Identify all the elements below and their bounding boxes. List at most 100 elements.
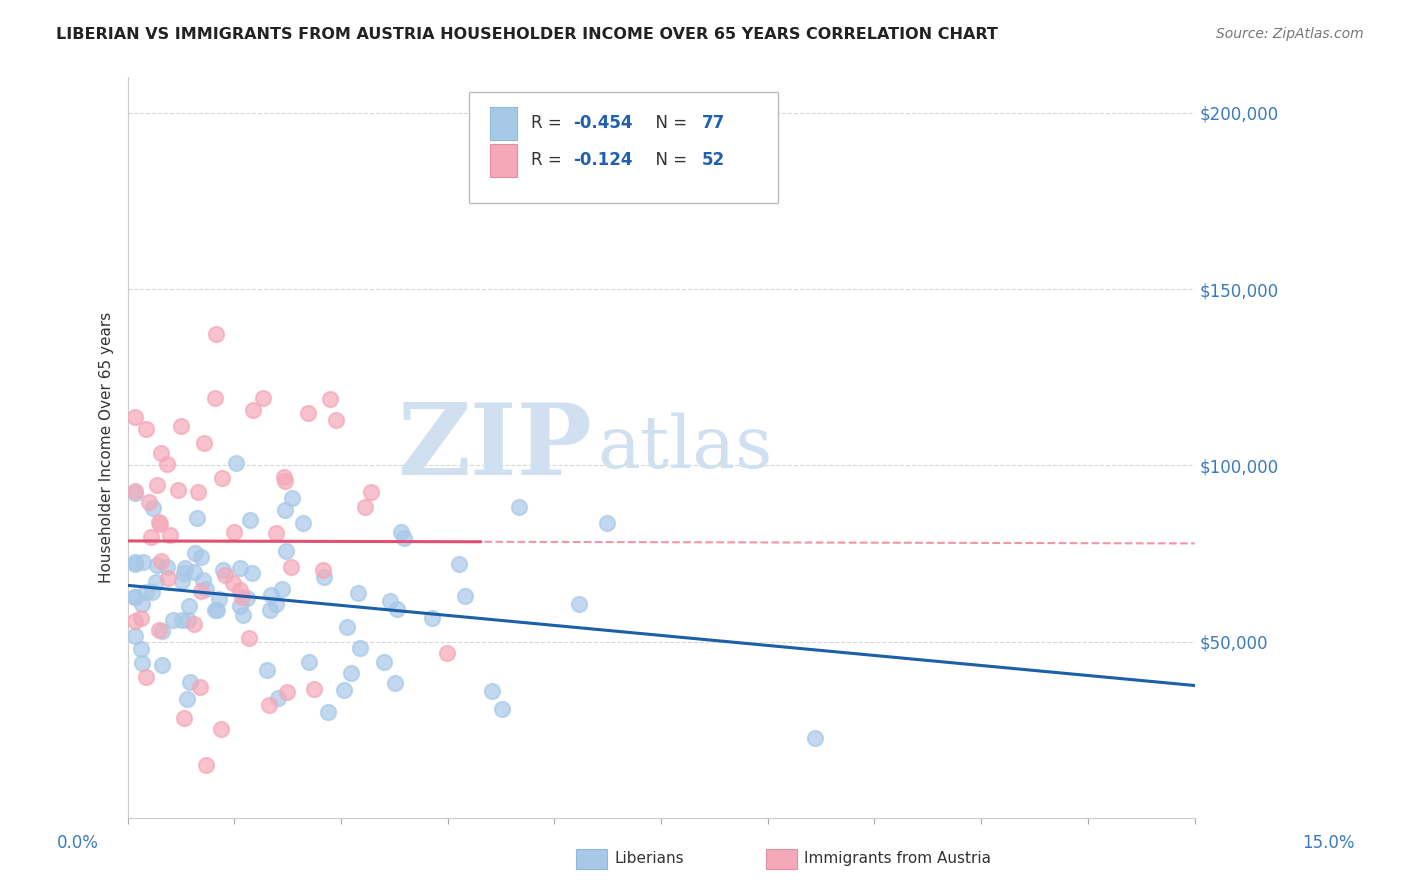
Point [222,525,245,540]
Point [273,502,295,516]
Point [124,614,146,628]
Point [124,485,146,500]
Point [340,665,363,680]
Point [229,561,252,575]
Point [302,682,325,697]
Point [229,599,252,614]
Point [132,555,155,569]
Point [124,590,146,604]
Point [392,531,415,545]
Text: N =: N = [645,152,692,169]
Point [135,422,157,436]
Point [274,543,297,558]
Point [183,565,205,579]
Point [222,575,245,590]
Point [297,405,319,419]
Point [238,631,260,645]
Point [297,655,319,669]
Point [156,457,179,471]
Bar [491,145,517,178]
Point [209,722,232,736]
Point [385,602,408,616]
Point [214,567,236,582]
Point [292,516,315,530]
Point [264,597,287,611]
Point [145,558,167,572]
Text: 0.0%: 0.0% [56,834,98,852]
Point [173,560,195,574]
Point [176,691,198,706]
Point [336,620,359,634]
Point [186,511,208,525]
Point [148,516,170,530]
Point [162,614,184,628]
Point [139,530,162,544]
Point [138,494,160,508]
Point [378,593,401,607]
Point [188,680,211,694]
Point [129,611,152,625]
Point [353,500,375,514]
Text: 77: 77 [702,114,725,132]
Point [436,646,458,660]
Text: -0.124: -0.124 [574,152,633,169]
Point [212,564,235,578]
Point [373,655,395,669]
Bar [491,107,517,140]
Point [257,698,280,713]
Point [170,613,193,627]
Point [190,583,212,598]
Point [453,589,475,603]
Point [204,327,226,342]
Point [172,574,194,589]
Point [225,457,247,471]
Point [240,566,263,580]
Point [124,410,146,425]
Point [131,597,153,611]
Text: R =: R = [531,152,567,169]
Point [157,571,180,585]
Point [384,675,406,690]
Point [267,691,290,706]
Point [193,435,215,450]
Point [194,582,217,596]
Point [239,514,262,528]
Point [270,582,292,596]
Point [332,683,354,698]
Point [194,758,217,772]
Text: Immigrants from Austria: Immigrants from Austria [804,851,991,865]
Point [242,402,264,417]
Point [276,684,298,698]
Point [170,418,193,433]
Point [208,592,231,607]
Point [142,501,165,516]
Point [273,470,295,484]
Point [312,570,335,584]
Point [141,585,163,599]
Point [179,675,201,690]
Point [236,591,259,605]
Point [449,558,471,572]
Text: 15.0%: 15.0% [1302,834,1355,852]
Point [205,603,228,617]
Point [596,516,619,530]
Point [491,701,513,715]
Point [149,554,172,568]
Point [124,555,146,569]
Text: N =: N = [645,114,692,132]
Point [389,525,412,540]
Point [319,392,342,407]
Point [124,629,146,643]
Text: R =: R = [531,114,567,132]
Point [184,546,207,560]
Point [211,470,233,484]
Point [316,705,339,719]
Point [232,607,254,622]
Point [135,670,157,684]
Point [156,559,179,574]
Point [260,588,283,602]
Point [186,484,208,499]
Point [204,391,226,405]
Point [325,413,347,427]
Point [804,731,827,746]
